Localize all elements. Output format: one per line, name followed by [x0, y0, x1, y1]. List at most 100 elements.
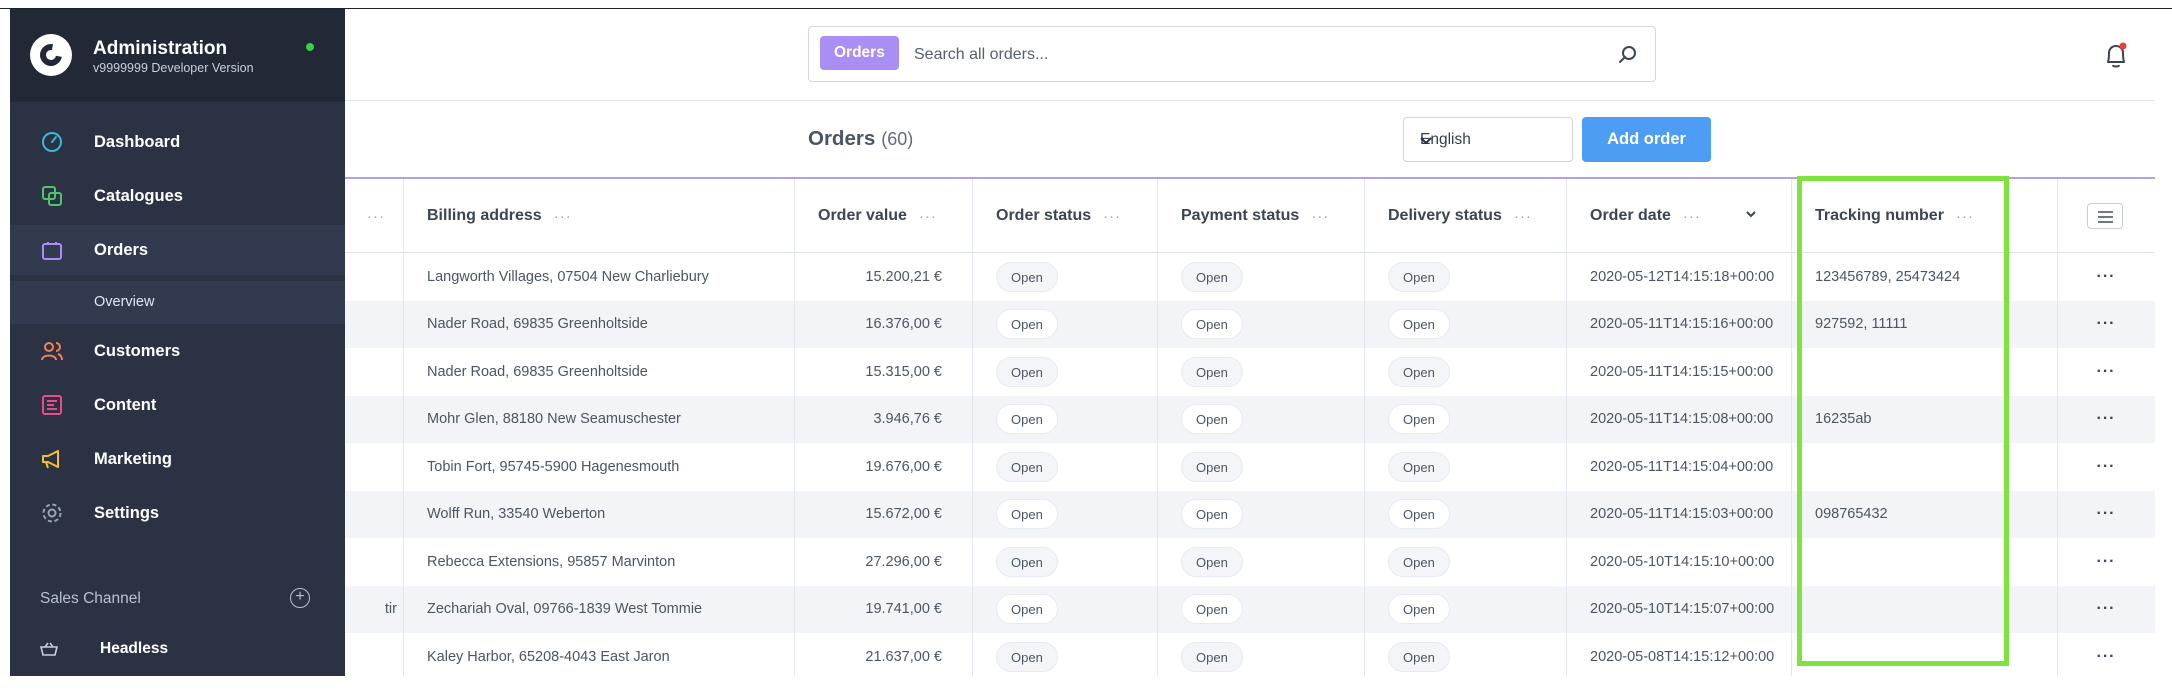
header-payment-status[interactable]: Payment status ···	[1181, 207, 1330, 225]
cell-tracking-number-text: 927592, 11111	[1815, 316, 1908, 333]
sidebar-subitem-label: Overview	[94, 294, 155, 310]
add-order-button[interactable]: Add order	[1582, 117, 1711, 162]
cell-billing-address-text: Nader Road, 69835 Greenholtside	[427, 316, 648, 333]
table-row[interactable]: Kaley Harbor, 65208-4043 East Jaron 21.63…	[345, 633, 2155, 676]
sidebar-item-content[interactable]: Content	[10, 380, 345, 430]
language-select[interactable]: English	[1403, 117, 1573, 162]
cell-billing-address: Wolff Run, 33540 Weberton	[427, 491, 787, 539]
sidebar-subitem-overview[interactable]: Overview	[10, 281, 345, 324]
payment-status-badge: Open	[1181, 594, 1243, 625]
sales-channel-item-headless[interactable]: Headless	[39, 637, 320, 661]
table-row[interactable]: Rebecca Extensions, 95857 Marvinton 27.29…	[345, 538, 2155, 586]
column-menu-icon[interactable]: ···	[1311, 207, 1330, 225]
column-settings-button[interactable]	[2087, 203, 2123, 229]
cell-order-value-text: 19.676,00 €	[865, 458, 942, 475]
cell-order-value-text: 19.741,00 €	[865, 601, 942, 618]
cell-order-date-text: 2020-05-10T14:15:07+00:00	[1590, 601, 1775, 618]
cell-order-date-text: 2020-05-11T14:15:03+00:00	[1590, 506, 1774, 523]
notification-bell-icon[interactable]	[2102, 41, 2130, 71]
header-partial-column[interactable]: ···	[355, 179, 385, 253]
sidebar-item-dashboard[interactable]: Dashboard	[10, 117, 345, 167]
table-row[interactable]: Wolff Run, 33540 Weberton 15.672,00 € Open…	[345, 490, 2155, 539]
cell-partial	[345, 443, 403, 491]
column-menu-icon[interactable]: ···	[918, 207, 937, 225]
cell-order-date-text: 2020-05-08T14:15:12+00:00	[1590, 648, 1775, 665]
status-cell: Open	[1181, 443, 1331, 491]
table-row[interactable]: Nader Road, 69835 Greenholtside 15.315,00…	[345, 348, 2155, 396]
status-cell: Open	[996, 491, 1146, 539]
cell-order-date: 2020-05-11T14:15:15+00:00	[1590, 348, 1790, 396]
delivery-status-badge: Open	[1388, 404, 1450, 435]
cell-tracking-number	[1815, 443, 2045, 491]
status-cell: Open	[1181, 491, 1331, 539]
column-menu-icon[interactable]: ···	[1682, 207, 1701, 225]
sidebar-item-marketing[interactable]: Marketing	[10, 434, 345, 484]
row-context-menu-icon[interactable]: ···	[2096, 362, 2116, 380]
sidebar-item-settings[interactable]: Settings	[10, 488, 345, 538]
header-tracking-number[interactable]: Tracking number ···	[1815, 207, 1974, 225]
row-context-menu-icon[interactable]: ···	[2096, 600, 2116, 618]
header-billing-address[interactable]: Billing address ···	[427, 207, 572, 225]
status-cell: Open	[1388, 633, 1538, 676]
row-actions-cell: ···	[2057, 348, 2155, 396]
row-context-menu-icon[interactable]: ···	[2096, 647, 2116, 665]
payment-status-badge: Open	[1181, 451, 1243, 482]
sidebar-item-customers[interactable]: Customers	[10, 326, 345, 376]
table-row[interactable]: Langworth Villages, 07504 New Charliebur…	[345, 253, 2155, 301]
cell-order-value: 16.376,00 €	[794, 301, 964, 349]
cell-partial	[345, 491, 403, 539]
table-row[interactable]: tir Zechariah Oval, 09766-1839 West Tommi…	[345, 585, 2155, 634]
header-order-status[interactable]: Order status ···	[996, 207, 1122, 225]
row-context-menu-icon[interactable]: ···	[2096, 410, 2116, 428]
column-divider	[1566, 179, 1567, 676]
payment-status-badge: Open	[1181, 404, 1243, 435]
table-row[interactable]: Nader Road, 69835 Greenholtside 16.376,00…	[345, 300, 2155, 349]
payment-status-badge: Open	[1181, 356, 1243, 387]
search-icon[interactable]	[1617, 44, 1639, 66]
column-menu-icon[interactable]: ···	[1955, 207, 1974, 225]
cell-billing-address: Kaley Harbor, 65208-4043 East Jaron	[427, 633, 787, 676]
cell-partial	[345, 253, 403, 301]
chevron-down-icon	[1420, 134, 1432, 146]
cell-order-value: 27.296,00 €	[794, 538, 964, 586]
sidebar-item-label: Dashboard	[94, 132, 181, 151]
cell-order-date: 2020-05-11T14:15:08+00:00	[1590, 396, 1790, 444]
add-sales-channel-icon[interactable]: +	[290, 588, 310, 608]
row-context-menu-icon[interactable]: ···	[2096, 552, 2116, 570]
row-actions-cell: ···	[2057, 253, 2155, 301]
row-context-menu-icon[interactable]: ···	[2096, 267, 2116, 285]
column-menu-icon[interactable]: ···	[1513, 207, 1532, 225]
header-delivery-status[interactable]: Delivery status ···	[1388, 207, 1532, 225]
status-cell: Open	[1181, 301, 1331, 349]
status-cell: Open	[996, 348, 1146, 396]
delivery-status-badge: Open	[1388, 356, 1450, 387]
row-context-menu-icon[interactable]: ···	[2096, 505, 2116, 523]
column-menu-icon[interactable]: ···	[1103, 207, 1122, 225]
column-menu-icon[interactable]: ···	[553, 207, 572, 225]
search-input[interactable]	[914, 39, 1574, 71]
cell-order-date: 2020-05-08T14:15:12+00:00	[1590, 633, 1790, 676]
cell-partial: tir	[345, 586, 403, 634]
table-row[interactable]: Tobin Fort, 95745-5900 Hagenesmouth 19.67…	[345, 443, 2155, 491]
table-row[interactable]: Mohr Glen, 88180 New Seamuschester 3.946,…	[345, 395, 2155, 444]
cell-order-date-text: 2020-05-11T14:15:04+00:00	[1590, 458, 1774, 475]
row-actions-cell: ···	[2057, 301, 2155, 349]
order-status-badge: Open	[996, 499, 1058, 530]
row-context-menu-icon[interactable]: ···	[2096, 457, 2116, 475]
sidebar-item-orders[interactable]: Orders	[10, 225, 345, 275]
sidebar-item-catalogues[interactable]: Catalogues	[10, 171, 345, 221]
header-order-value[interactable]: Order value ···	[818, 207, 937, 225]
row-actions-cell: ···	[2057, 443, 2155, 491]
status-cell: Open	[1181, 538, 1331, 586]
sort-chevron-down-icon[interactable]	[1745, 207, 1757, 225]
status-cell: Open	[1181, 586, 1331, 634]
search-type-tag[interactable]: Orders	[820, 36, 899, 70]
status-cell: Open	[1388, 443, 1538, 491]
column-menu-icon[interactable]: ···	[367, 207, 385, 225]
grid-header	[345, 179, 2155, 253]
cell-billing-address-text: Wolff Run, 33540 Weberton	[427, 506, 606, 523]
row-context-menu-icon[interactable]: ···	[2096, 315, 2116, 333]
shopware-logo-icon[interactable]	[30, 34, 72, 76]
sidebar-item-label: Settings	[94, 503, 160, 522]
header-order-date[interactable]: Order date ···	[1590, 179, 1757, 253]
